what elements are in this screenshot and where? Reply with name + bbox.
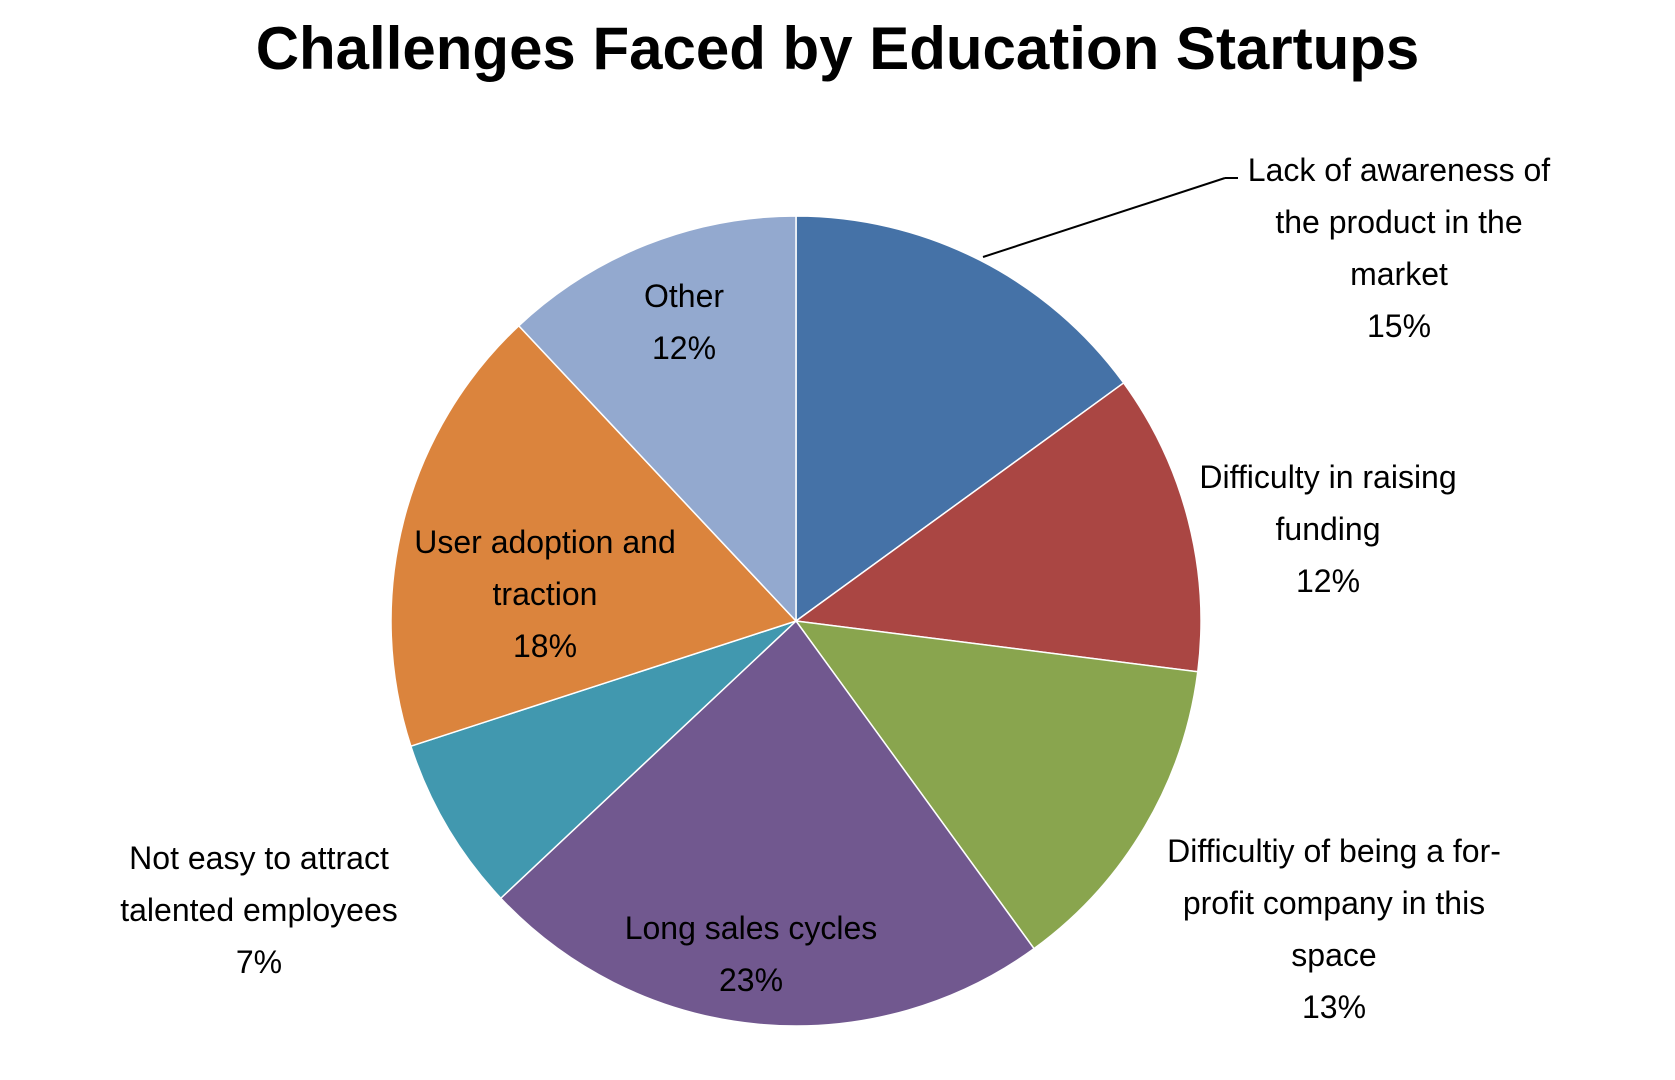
category-label: User adoption and traction xyxy=(414,524,676,612)
slice-label: Difficultiy of being a for-profit compan… xyxy=(1159,825,1509,1033)
pie-slice xyxy=(794,381,1202,673)
slice-label: Lack of awareness of the product in the … xyxy=(1239,144,1559,352)
category-label: Difficultiy of being a for-profit compan… xyxy=(1167,833,1501,973)
slice-label: User adoption and traction 18% xyxy=(410,516,680,672)
category-label: Lack of awareness of the product in the … xyxy=(1247,152,1551,292)
category-label: Not easy to attract talented employees xyxy=(120,840,398,928)
value-label: 18% xyxy=(512,628,578,664)
value-label: 15% xyxy=(1366,308,1432,344)
slice-label: Other 12% xyxy=(584,270,784,374)
category-label: Long sales cycles xyxy=(624,910,878,946)
value-label: 12% xyxy=(1295,563,1361,599)
value-label: 7% xyxy=(235,944,283,980)
pie-slice xyxy=(390,324,798,748)
leader-line xyxy=(982,177,1226,258)
chart-title: Challenges Faced by Education Startups xyxy=(255,15,1420,82)
pie-slice xyxy=(409,620,797,900)
category-label: Other xyxy=(643,278,725,314)
value-label: 23% xyxy=(718,962,784,998)
pie-slice xyxy=(795,215,1125,623)
pie-slice xyxy=(517,215,797,623)
pie-slice xyxy=(499,619,1036,1027)
slice-label: Not easy to attract talented employees 7% xyxy=(74,832,444,988)
value-label: 12% xyxy=(651,330,717,366)
value-label: 13% xyxy=(1301,989,1367,1025)
pie-slice xyxy=(794,620,1199,950)
slice-label: Long sales cycles 23% xyxy=(591,902,911,1006)
category-label: Difficulty in raising funding xyxy=(1199,459,1457,547)
slice-label: Difficulty in raising funding 12% xyxy=(1193,451,1463,607)
